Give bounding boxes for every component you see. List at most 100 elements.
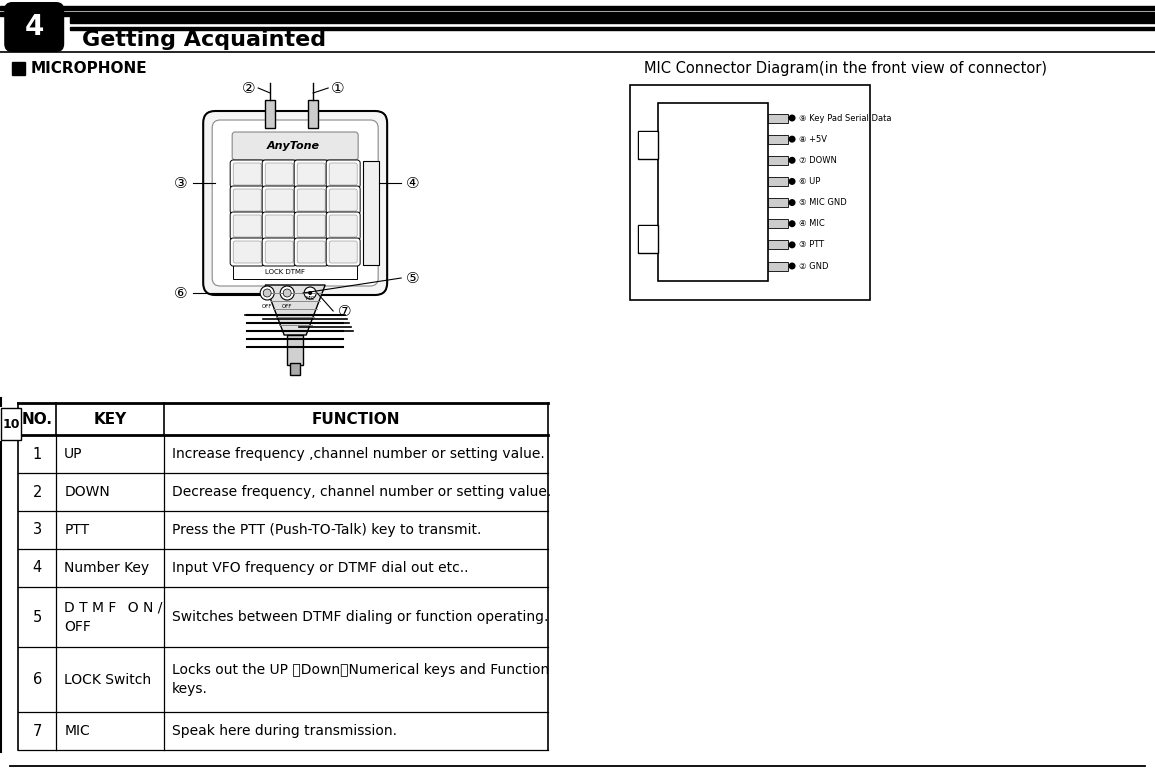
Text: 6: 6 [32, 672, 42, 687]
Text: Getting Acquainted: Getting Acquainted [82, 30, 327, 50]
Text: Locks out the UP 、Down、Numerical keys and Function
keys.: Locks out the UP 、Down、Numerical keys an… [172, 663, 550, 696]
Text: OFF: OFF [282, 303, 292, 309]
FancyBboxPatch shape [326, 160, 360, 188]
FancyBboxPatch shape [266, 189, 293, 211]
Bar [70, 27, 1155, 30]
Text: AnyTone: AnyTone [267, 141, 320, 151]
Polygon shape [266, 285, 326, 335]
Text: PTT: PTT [65, 523, 89, 537]
FancyBboxPatch shape [230, 212, 264, 240]
FancyBboxPatch shape [266, 241, 293, 263]
FancyBboxPatch shape [297, 189, 326, 211]
Bar [768, 198, 788, 207]
Text: 7: 7 [32, 724, 42, 738]
Bar [290, 363, 300, 375]
FancyBboxPatch shape [295, 186, 328, 214]
Text: ⑤ MIC GND: ⑤ MIC GND [799, 198, 847, 207]
Bar [363, 161, 379, 265]
Text: ④: ④ [407, 176, 420, 191]
Text: FUNCTION: FUNCTION [312, 412, 401, 426]
Text: OFF: OFF [262, 303, 273, 309]
Circle shape [789, 262, 796, 269]
Text: Input VFO frequency or DTMF dial out etc..: Input VFO frequency or DTMF dial out etc… [172, 561, 469, 575]
FancyBboxPatch shape [230, 160, 264, 188]
Text: KEY: KEY [94, 412, 127, 426]
FancyBboxPatch shape [329, 189, 357, 211]
FancyBboxPatch shape [329, 163, 357, 185]
Bar [638, 131, 658, 159]
Text: NO.: NO. [22, 412, 53, 426]
Circle shape [283, 289, 291, 297]
FancyBboxPatch shape [262, 212, 296, 240]
Text: ②: ② [241, 80, 255, 96]
Text: Number Key: Number Key [65, 561, 149, 575]
FancyBboxPatch shape [297, 163, 326, 185]
FancyBboxPatch shape [232, 132, 358, 160]
Bar [0, 12, 1155, 16]
Text: UP: UP [65, 447, 83, 461]
Bar [631, 85, 870, 300]
Text: 5: 5 [32, 609, 42, 625]
Text: LOCK Switch: LOCK Switch [65, 672, 151, 686]
Circle shape [304, 287, 316, 299]
FancyBboxPatch shape [230, 238, 264, 266]
Circle shape [789, 135, 796, 142]
FancyBboxPatch shape [266, 163, 293, 185]
Text: ③ PTT: ③ PTT [799, 240, 825, 250]
FancyBboxPatch shape [266, 215, 293, 237]
FancyBboxPatch shape [326, 212, 360, 240]
Bar [308, 100, 318, 128]
Text: Speak here during transmission.: Speak here during transmission. [172, 724, 397, 738]
Bar [13, 62, 25, 75]
Text: ④ MIC: ④ MIC [799, 219, 825, 228]
Circle shape [789, 199, 796, 206]
Bar [1, 408, 21, 440]
FancyBboxPatch shape [326, 186, 360, 214]
Circle shape [281, 286, 295, 300]
Text: ③: ③ [173, 176, 187, 191]
FancyBboxPatch shape [262, 186, 296, 214]
FancyBboxPatch shape [262, 238, 296, 266]
FancyBboxPatch shape [262, 160, 296, 188]
FancyBboxPatch shape [233, 215, 261, 237]
Text: ①: ① [331, 80, 345, 96]
Circle shape [789, 114, 796, 121]
FancyBboxPatch shape [297, 215, 326, 237]
Text: 4: 4 [24, 13, 44, 41]
Bar [70, 17, 1155, 23]
Text: DOWN: DOWN [65, 485, 110, 499]
FancyBboxPatch shape [295, 238, 328, 266]
Bar [639, 132, 657, 158]
Text: 3: 3 [32, 523, 42, 538]
Circle shape [263, 289, 271, 297]
Text: Increase frequency ,channel number or setting value.: Increase frequency ,channel number or se… [172, 447, 545, 461]
Bar [768, 114, 788, 122]
FancyBboxPatch shape [326, 238, 360, 266]
Text: Press the PTT (Push-TO-Talk) key to transmit.: Press the PTT (Push-TO-Talk) key to tran… [172, 523, 482, 537]
Text: Decrease frequency, channel number or setting value.: Decrease frequency, channel number or se… [172, 485, 551, 499]
Circle shape [308, 291, 312, 295]
Text: ⑥ UP: ⑥ UP [799, 177, 820, 186]
Text: ⑥: ⑥ [173, 286, 187, 300]
FancyBboxPatch shape [297, 241, 326, 263]
Text: ⑨ Key Pad Serial Data: ⑨ Key Pad Serial Data [799, 114, 892, 122]
Circle shape [789, 220, 796, 227]
Text: 1: 1 [32, 447, 42, 461]
Text: 2: 2 [32, 485, 42, 499]
Circle shape [789, 241, 796, 248]
Text: Switches between DTMF dialing or function operating.: Switches between DTMF dialing or functio… [172, 610, 549, 624]
Text: LOCK DTMF: LOCK DTMF [266, 269, 305, 275]
Text: MIC Connector Diagram(in the front view of connector): MIC Connector Diagram(in the front view … [643, 61, 1046, 75]
Bar [768, 156, 788, 165]
Bar [768, 261, 788, 271]
Text: ② GND: ② GND [799, 261, 828, 271]
Bar [768, 135, 788, 144]
Text: ⑤: ⑤ [407, 271, 420, 286]
Circle shape [260, 286, 274, 300]
FancyBboxPatch shape [5, 2, 65, 52]
FancyBboxPatch shape [213, 120, 378, 286]
Circle shape [789, 178, 796, 185]
Bar [0, 6, 1155, 10]
Circle shape [789, 157, 796, 164]
Bar [233, 265, 357, 279]
